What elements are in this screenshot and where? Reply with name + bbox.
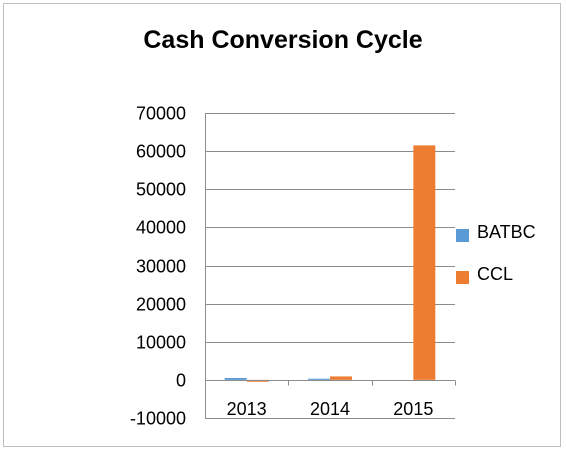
y-tick-label: 20000 xyxy=(136,295,186,315)
legend-label-ccl: CCL xyxy=(477,264,514,284)
legend-swatch-batbc xyxy=(456,229,469,242)
chart-frame xyxy=(3,3,561,447)
bar-ccl-2014 xyxy=(330,376,352,380)
x-tick-label: 2014 xyxy=(310,399,350,419)
y-tick-label: 50000 xyxy=(136,180,186,200)
legend-item-ccl: CCL xyxy=(456,264,556,288)
bar-batbc-2013 xyxy=(224,377,247,380)
y-tick-label: 40000 xyxy=(136,218,186,238)
chart-title: Cash Conversion Cycle xyxy=(143,26,423,54)
bar-ccl-2015 xyxy=(413,145,436,380)
x-tick-label: 2013 xyxy=(227,399,267,419)
x-tick-label: 2015 xyxy=(393,399,433,419)
legend-label-batbc: BATBC xyxy=(477,222,536,242)
bar-batbc-2014 xyxy=(308,378,330,380)
y-tick-label: 0 xyxy=(176,371,186,391)
legend-item-batbc: BATBC xyxy=(456,222,556,246)
y-tick-label: 70000 xyxy=(136,104,186,124)
y-tick-label: -10000 xyxy=(130,409,186,429)
legend-swatch-ccl xyxy=(456,271,469,284)
y-tick-label: 10000 xyxy=(136,333,186,353)
y-tick-label: 30000 xyxy=(136,257,186,277)
y-tick-label: 60000 xyxy=(136,142,186,162)
